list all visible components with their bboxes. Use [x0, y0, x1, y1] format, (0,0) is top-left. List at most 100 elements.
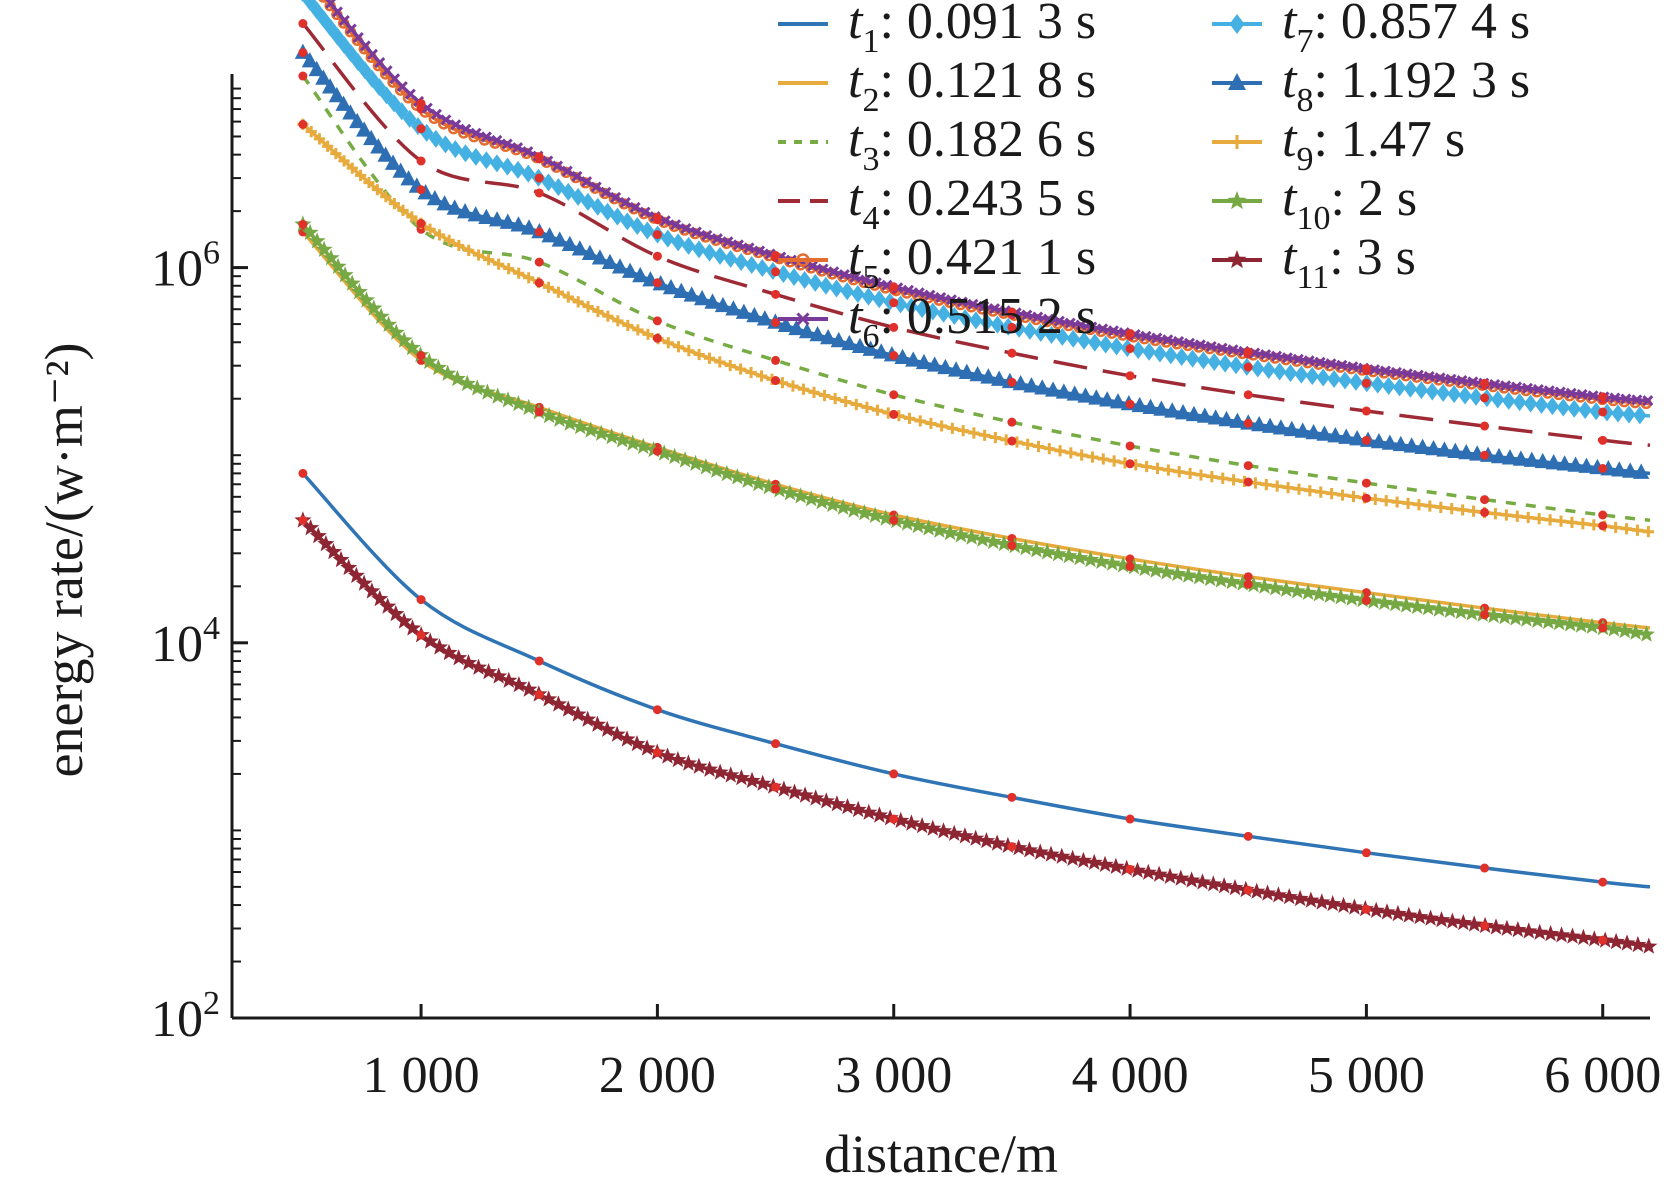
series-marker	[493, 258, 505, 270]
series-marker	[1207, 353, 1222, 372]
series-marker	[1397, 596, 1415, 613]
series-marker	[372, 307, 390, 324]
series-marker	[350, 282, 368, 300]
series-marker	[1633, 406, 1647, 425]
series-marker	[433, 229, 446, 241]
data-point	[1480, 393, 1490, 403]
series-marker	[590, 181, 602, 193]
series-marker	[1563, 927, 1581, 944]
series-marker	[823, 495, 841, 513]
series-marker	[510, 676, 528, 693]
series-marker	[1142, 398, 1159, 414]
series-marker	[396, 81, 408, 93]
data-point	[771, 782, 781, 792]
data-point	[652, 705, 662, 715]
series-t11	[294, 511, 1658, 954]
series-marker	[1088, 389, 1105, 405]
series-line-t4	[301, 22, 1651, 447]
series-marker	[1523, 394, 1538, 413]
series-marker	[1179, 566, 1197, 583]
series-marker	[499, 391, 517, 408]
data-point	[1480, 495, 1490, 505]
series-marker	[701, 229, 713, 241]
series-marker	[608, 725, 626, 742]
series-marker	[871, 404, 884, 416]
series-marker	[1458, 444, 1475, 460]
series-marker	[1545, 454, 1562, 470]
series-marker	[861, 401, 873, 413]
legend-label: t8: 1.192 3 s	[1282, 52, 1530, 119]
data-point	[1480, 921, 1490, 931]
data-point	[652, 278, 662, 288]
series-marker	[1227, 344, 1239, 356]
data-point	[298, 71, 308, 81]
series-marker	[489, 387, 507, 404]
series-marker	[862, 340, 879, 356]
series-marker	[1168, 564, 1186, 582]
series-marker	[1566, 516, 1578, 528]
series-marker	[1576, 389, 1588, 400]
series-marker	[1381, 434, 1398, 450]
series-marker	[673, 282, 690, 298]
series-marker	[340, 558, 358, 576]
series-marker	[870, 277, 882, 289]
series-marker	[1555, 515, 1567, 527]
legend-entry-t9: t9: 1.47 s	[1212, 111, 1465, 178]
series-marker	[781, 484, 799, 501]
series-marker	[335, 95, 352, 111]
series-marker	[676, 451, 694, 468]
series-marker	[1463, 604, 1481, 621]
series-marker	[905, 351, 922, 367]
series-marker	[1248, 882, 1266, 899]
series-marker	[632, 324, 644, 336]
series-marker	[404, 88, 416, 100]
series-marker	[739, 471, 757, 488]
series-marker	[1315, 486, 1327, 498]
series-marker	[330, 147, 342, 160]
series-marker	[1381, 377, 1396, 396]
series-marker	[1572, 616, 1590, 633]
series-marker	[549, 695, 567, 712]
series-marker	[1401, 368, 1413, 380]
series-marker	[924, 819, 942, 836]
series-marker	[733, 239, 744, 251]
series-marker	[448, 140, 463, 159]
series-marker	[1349, 372, 1363, 391]
series-marker	[724, 359, 736, 372]
series-marker	[1076, 449, 1088, 461]
series-marker	[430, 108, 442, 120]
series-marker	[1522, 382, 1533, 394]
series-marker	[1141, 460, 1153, 473]
data-point	[1480, 450, 1490, 460]
series-marker	[1150, 865, 1168, 882]
series-marker	[930, 521, 948, 538]
series-marker	[1158, 563, 1176, 580]
legend-marker	[1228, 73, 1246, 90]
series-marker	[523, 272, 535, 284]
data-point	[889, 515, 899, 525]
series-marker	[849, 271, 861, 283]
series-marker	[967, 829, 985, 846]
series-marker	[969, 365, 986, 382]
series-marker	[1327, 369, 1341, 388]
series-marker	[473, 249, 485, 261]
data-point	[298, 48, 308, 58]
data-point	[1243, 461, 1253, 471]
series-marker	[1343, 589, 1361, 606]
series-marker	[552, 160, 564, 172]
data-point	[1480, 378, 1490, 388]
series-marker	[1151, 462, 1164, 474]
legend-entry-t11: t11: 3 s	[1212, 229, 1416, 296]
data-point	[1007, 377, 1017, 387]
series-marker	[963, 528, 981, 545]
series-marker	[610, 191, 622, 203]
series-marker	[1064, 317, 1076, 329]
y-tick-label: 106	[151, 235, 220, 298]
data-point	[298, 219, 308, 229]
series-marker	[1088, 333, 1102, 352]
series-marker	[1620, 393, 1632, 405]
series-marker	[915, 353, 933, 370]
series-marker	[1294, 365, 1309, 384]
series-marker	[1390, 366, 1402, 378]
data-point	[1125, 562, 1135, 572]
